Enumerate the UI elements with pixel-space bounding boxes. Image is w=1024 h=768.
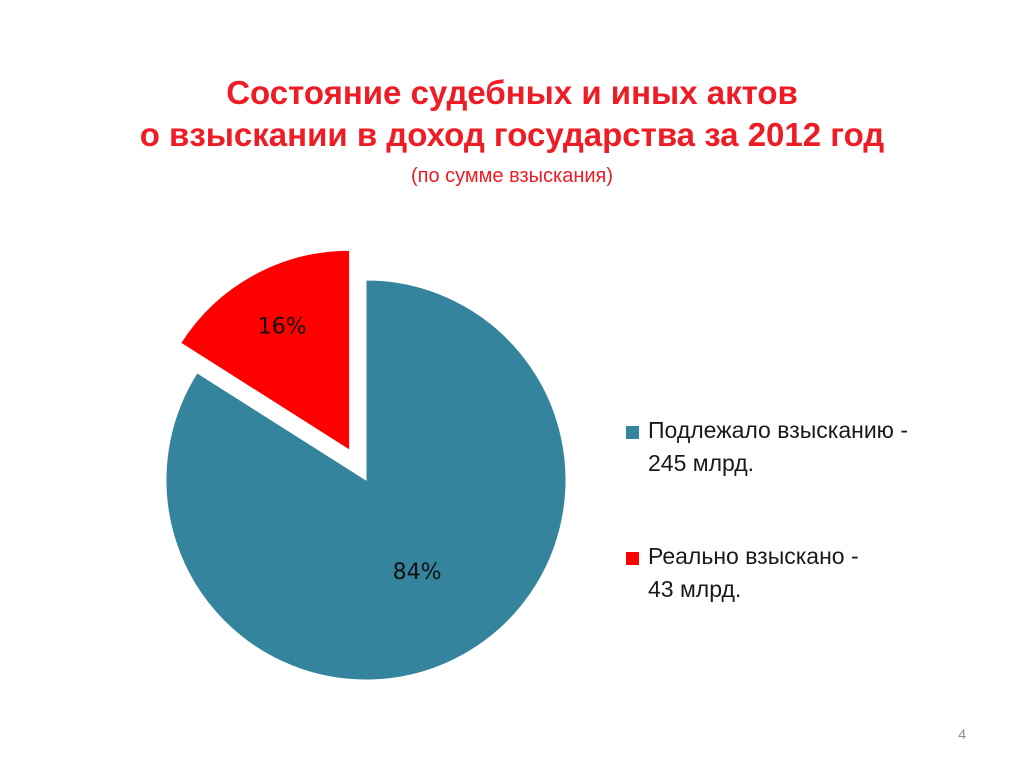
- chart-title: Состояние судебных и иных актов о взыска…: [0, 72, 1024, 156]
- pie-label-collected: 16%: [258, 315, 307, 340]
- legend-swatch-collected: [626, 552, 639, 565]
- pie-slices: [165, 249, 567, 681]
- pie-data-labels: 84% 16%: [258, 315, 442, 585]
- legend-item-collected: Реально взыскано - 43 млрд.: [626, 540, 1006, 606]
- chart-subtitle: (по сумме взыскания): [410, 165, 614, 187]
- legend-amount-subject: 245 млрд.: [648, 450, 755, 476]
- page-number: 4: [958, 726, 966, 742]
- chart-title-line-2: о взыскании в доход государства за 2012 …: [139, 116, 885, 153]
- legend-swatch-subject: [626, 426, 639, 439]
- legend-label-subject: Подлежало взысканию -: [648, 417, 908, 443]
- legend-label-collected: Реально взыскано -: [648, 543, 859, 569]
- pie-label-subject: 84%: [393, 560, 442, 585]
- chart-legend: Подлежало взысканию - 245 млрд. Реально …: [626, 414, 1006, 666]
- legend-amount-collected: 43 млрд.: [648, 576, 742, 602]
- chart-title-line-1: Состояние судебных и иных актов: [226, 74, 798, 111]
- pie-slice-subject: [165, 279, 567, 681]
- pie-slice-collected: [180, 249, 351, 452]
- legend-item-subject: Подлежало взысканию - 245 млрд.: [626, 414, 1006, 480]
